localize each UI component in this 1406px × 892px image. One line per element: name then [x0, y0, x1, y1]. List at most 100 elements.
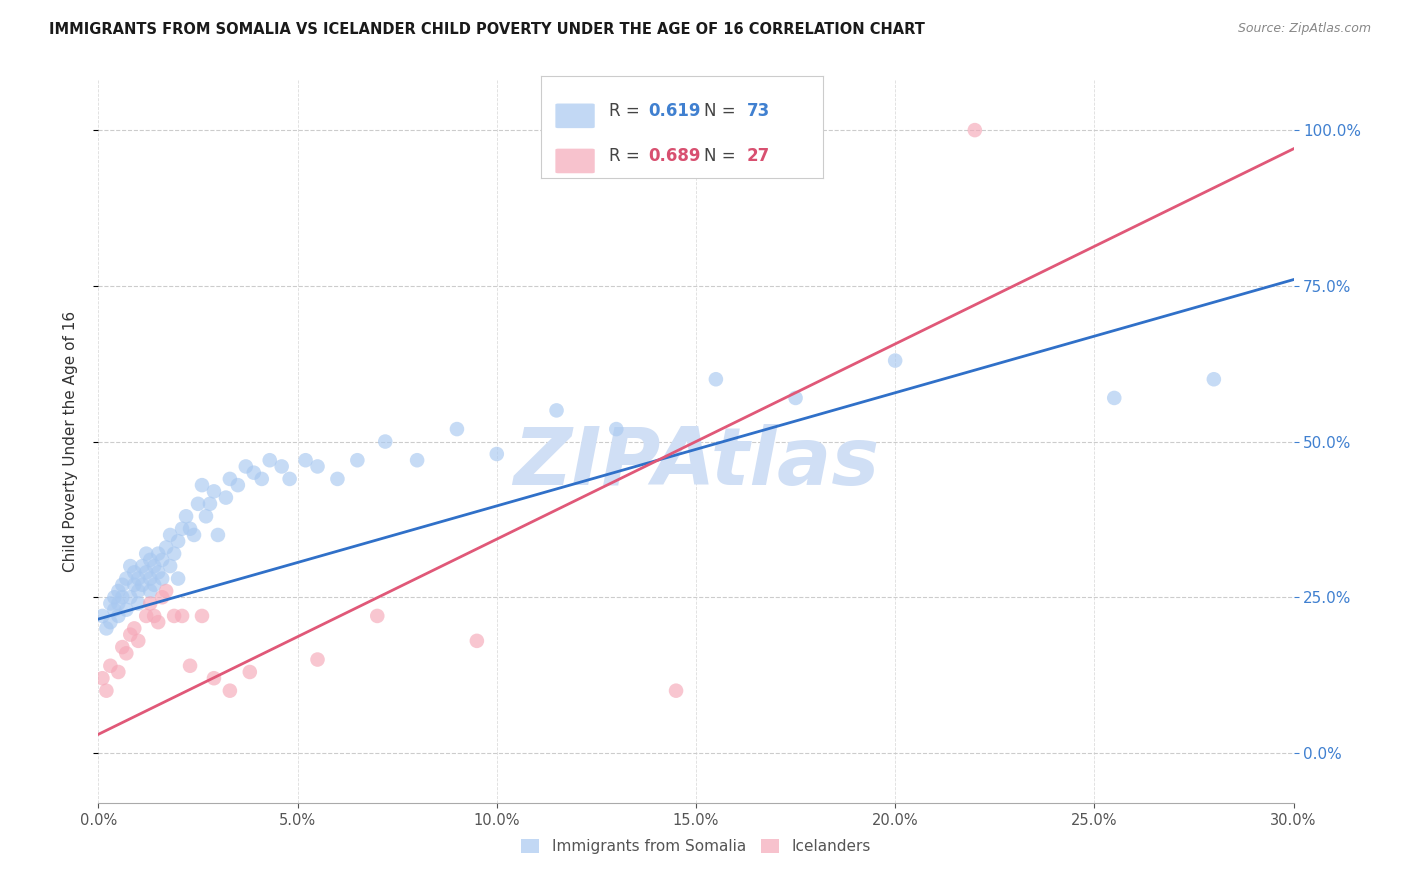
Point	[143, 559, 166, 574]
Point	[307, 459, 329, 474]
Point	[307, 652, 329, 666]
Point	[183, 528, 205, 542]
Point	[148, 615, 170, 630]
Point	[172, 609, 194, 624]
Text: 27: 27	[747, 147, 770, 165]
Point	[406, 453, 429, 467]
Point	[139, 553, 162, 567]
Point	[155, 584, 177, 599]
Point	[239, 665, 262, 679]
Point	[103, 603, 125, 617]
Point	[163, 547, 186, 561]
Point	[704, 372, 727, 386]
Point	[202, 484, 225, 499]
Point	[963, 123, 986, 137]
Point	[226, 478, 249, 492]
Point	[207, 528, 229, 542]
Point	[278, 472, 301, 486]
Legend: Immigrants from Somalia, Icelanders: Immigrants from Somalia, Icelanders	[515, 833, 877, 860]
Point	[374, 434, 396, 449]
Point	[167, 534, 190, 549]
Point	[159, 528, 181, 542]
Text: 0.619: 0.619	[648, 102, 700, 120]
Point	[243, 466, 266, 480]
Text: 0.689: 0.689	[648, 147, 700, 165]
Point	[115, 646, 138, 660]
Text: 73: 73	[747, 102, 770, 120]
Point	[124, 578, 146, 592]
Point	[96, 683, 118, 698]
Point	[259, 453, 281, 467]
Point	[127, 572, 149, 586]
Point	[135, 547, 157, 561]
Point	[139, 572, 162, 586]
Point	[131, 578, 153, 592]
Point	[270, 459, 292, 474]
Point	[107, 584, 129, 599]
Point	[187, 497, 209, 511]
Point	[139, 584, 162, 599]
Point	[155, 541, 177, 555]
Point	[98, 615, 122, 630]
Text: Source: ZipAtlas.com: Source: ZipAtlas.com	[1237, 22, 1371, 36]
Point	[111, 578, 134, 592]
Point	[785, 391, 807, 405]
Point	[124, 566, 146, 580]
Text: ZIPAtlas: ZIPAtlas	[513, 425, 879, 502]
Point	[115, 603, 138, 617]
Point	[191, 609, 214, 624]
Point	[143, 578, 166, 592]
Text: N =: N =	[704, 147, 741, 165]
Point	[485, 447, 508, 461]
Point	[179, 522, 201, 536]
Y-axis label: Child Poverty Under the Age of 16: Child Poverty Under the Age of 16	[63, 311, 77, 572]
Point	[91, 609, 114, 624]
Text: N =: N =	[704, 102, 741, 120]
Point	[159, 559, 181, 574]
Point	[115, 572, 138, 586]
Point	[215, 491, 238, 505]
Point	[96, 621, 118, 635]
Point	[1202, 372, 1225, 386]
Point	[326, 472, 349, 486]
Point	[172, 522, 194, 536]
Point	[235, 459, 257, 474]
Point	[148, 566, 170, 580]
Point	[107, 609, 129, 624]
Point	[179, 658, 201, 673]
Point	[446, 422, 468, 436]
Point	[120, 591, 142, 605]
Point	[103, 591, 125, 605]
Point	[120, 627, 142, 641]
Point	[98, 597, 122, 611]
Point	[163, 609, 186, 624]
Point	[195, 509, 218, 524]
Text: R =: R =	[609, 102, 645, 120]
Point	[127, 597, 149, 611]
Text: R =: R =	[609, 147, 645, 165]
Point	[167, 572, 190, 586]
Point	[250, 472, 273, 486]
FancyBboxPatch shape	[555, 149, 595, 173]
Point	[127, 584, 149, 599]
Point	[111, 591, 134, 605]
Point	[174, 509, 197, 524]
Point	[465, 633, 488, 648]
Point	[131, 559, 153, 574]
Point	[127, 633, 149, 648]
Point	[148, 547, 170, 561]
Point	[202, 671, 225, 685]
Point	[198, 497, 221, 511]
Point	[346, 453, 368, 467]
FancyBboxPatch shape	[555, 103, 595, 128]
Point	[135, 609, 157, 624]
Point	[111, 640, 134, 654]
Text: IMMIGRANTS FROM SOMALIA VS ICELANDER CHILD POVERTY UNDER THE AGE OF 16 CORRELATI: IMMIGRANTS FROM SOMALIA VS ICELANDER CHI…	[49, 22, 925, 37]
Point	[191, 478, 214, 492]
Point	[884, 353, 907, 368]
Point	[139, 597, 162, 611]
Point	[150, 572, 173, 586]
Point	[150, 553, 173, 567]
Point	[294, 453, 316, 467]
Point	[150, 591, 173, 605]
